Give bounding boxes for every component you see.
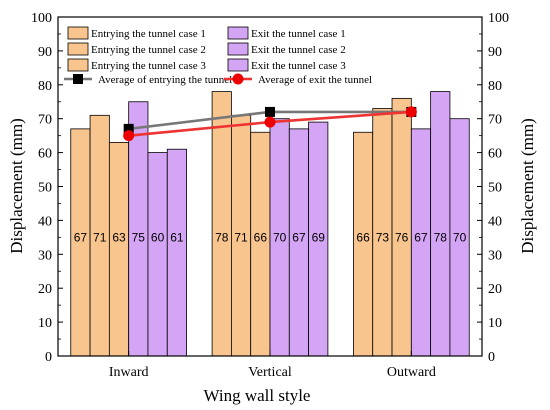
bar [430, 91, 451, 357]
y-tick-label-left: 80 [38, 79, 52, 94]
legend-marker [232, 73, 244, 85]
data-label: 60 [151, 230, 165, 244]
line-marker [123, 123, 134, 134]
legend-swatch [227, 42, 249, 56]
legend-label: Exit the tunnel case 1 [251, 28, 346, 40]
data-label: 69 [312, 230, 326, 244]
y-tick-label-right: 20 [488, 282, 502, 297]
bar [211, 91, 232, 357]
data-label: 70 [273, 230, 287, 244]
y-tick-label-left: 60 [38, 147, 52, 162]
data-label: 78 [434, 230, 448, 244]
y-tick-label-left: 30 [38, 248, 52, 263]
bar [147, 152, 168, 357]
data-label: 66 [254, 230, 268, 244]
y-tick-label-left: 20 [38, 282, 52, 297]
legend-label: Exit the tunnel case 3 [251, 60, 346, 72]
y-tick-label-right: 40 [488, 214, 502, 229]
data-label: 67 [414, 230, 428, 244]
y-axis-title-right: Displacement (mm) [518, 118, 537, 254]
data-label: 66 [356, 230, 370, 244]
x-axis-title: Wing wall style [204, 386, 311, 405]
y-tick-label-left: 40 [38, 214, 52, 229]
data-label: 67 [74, 230, 88, 244]
legend-swatch [67, 26, 89, 40]
bar [108, 142, 130, 357]
bar [391, 97, 412, 357]
legend-label: Exit the tunnel case 2 [251, 44, 346, 56]
line-marker [123, 130, 135, 142]
x-tick-label: Vertical [248, 365, 292, 380]
legend-swatch [227, 58, 249, 72]
legend-label: Average of entrying the tunnel [98, 74, 232, 86]
data-label: 67 [292, 230, 306, 244]
y-tick-label-left: 100 [31, 11, 52, 26]
y-tick-label-left: 90 [38, 45, 52, 60]
data-label: 75 [132, 230, 146, 244]
legend-label: Average of exit the tunnel [258, 74, 372, 86]
y-tick-label-left: 70 [38, 113, 52, 128]
y-tick-label-right: 90 [488, 45, 502, 60]
y-tick-label-left: 10 [38, 316, 52, 331]
legend-label: Entrying the tunnel case 3 [91, 60, 206, 72]
legend-swatch [67, 42, 89, 56]
y-tick-label-right: 60 [488, 147, 502, 162]
legend-label: Entrying the tunnel case 2 [91, 44, 206, 56]
y-tick-label-right: 70 [488, 113, 502, 128]
data-label: 78 [215, 230, 229, 244]
y-tick-label-right: 10 [488, 316, 502, 331]
legend: Entrying the tunnel case 1 Entrying the t… [64, 26, 372, 86]
legend-marker [73, 74, 83, 84]
data-label: 73 [376, 230, 390, 244]
y-tick-label-left: 0 [45, 350, 52, 365]
y-tick-label-right: 50 [488, 181, 502, 196]
y-tick-label-right: 100 [488, 11, 509, 26]
y-tick-label-right: 0 [488, 350, 495, 365]
line-marker [265, 106, 275, 117]
line-marker [264, 116, 276, 128]
legend-label: Entrying the tunnel case 1 [91, 28, 206, 40]
data-label: 71 [234, 230, 248, 244]
y-tick-label-right: 80 [488, 79, 502, 94]
bar [166, 148, 187, 357]
x-tick-label: Inward [109, 365, 149, 380]
data-label: 71 [93, 230, 107, 244]
legend-swatch [67, 58, 89, 72]
x-tick-label: Outward [387, 365, 436, 380]
plot-area: 67 78 66 71 71 73 63 66 76 75 70 67 60 67 78 61 69 70 0 0 10… [31, 11, 509, 380]
y-axis-title-left: Displacement (mm) [7, 118, 26, 254]
data-label: 76 [395, 230, 409, 244]
line-marker [405, 106, 417, 118]
data-label: 70 [453, 230, 467, 244]
y-tick-label-left: 50 [38, 181, 52, 196]
y-tick-label-right: 30 [488, 248, 502, 263]
legend-swatch [227, 26, 249, 40]
data-label: 63 [112, 230, 126, 244]
data-label: 61 [170, 230, 184, 244]
